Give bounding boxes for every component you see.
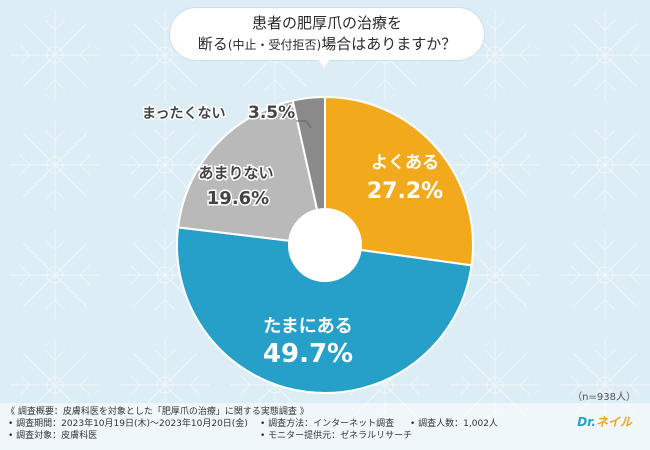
slice-value-2: 49.7% [263,339,353,369]
donut-center-hole [289,209,361,281]
leader-line [296,120,312,129]
survey-footer: 《 調査概要：皮膚科医を対象とした「肥厚爪の治療」に関する実態調査 》 • 調査… [0,403,650,450]
sample-size-label: （n=938人） [572,392,636,403]
title-line-1: 患者の肥厚爪の治療を [251,13,402,32]
dr-nail-logo: Dr.ネイル [577,413,632,430]
slice-label-3: あまりない [198,164,273,182]
survey-count: • 調査人数：1,002人 [410,419,498,429]
survey-overview: 《 調査概要：皮膚科医を対象とした「肥厚爪の治療」に関する実態調査 》 [6,407,309,417]
survey-method: • 調査方法：インターネット調査 [260,419,395,429]
survey-provider: • モニター提供元：ゼネラルリサーチ [260,431,413,441]
slice-value-3: 19.6% [207,188,269,209]
logo-text-nail: ネイル [595,415,632,429]
survey-target: • 調査対象：皮膚科医 [8,431,98,441]
logo-text-dr: Dr. [577,415,596,429]
title-line-2-b: (中止・受付拒否) [227,37,322,52]
title-bubble: 患者の肥厚爪の治療を 断る(中止・受付拒否)場合はありますか？ [170,8,484,60]
slice-label-4: まったくない [142,106,225,122]
title-line-2: 断る(中止・受付拒否)場合はありますか？ [198,34,456,56]
slice-value-4: 3.5% [248,103,295,123]
slice-value-1: 27.2% [367,179,443,204]
title-line-2-c: 場合はありますか？ [321,34,457,53]
slice-label-1: よくある [371,153,439,173]
title-bubble-tail [316,56,332,68]
title-line-2-a: 断る [197,34,228,53]
survey-period: • 調査期間：2023年10月19日(木)～2023年10月20日(金) [8,419,248,429]
slice-label-2: たまにある [263,316,352,337]
